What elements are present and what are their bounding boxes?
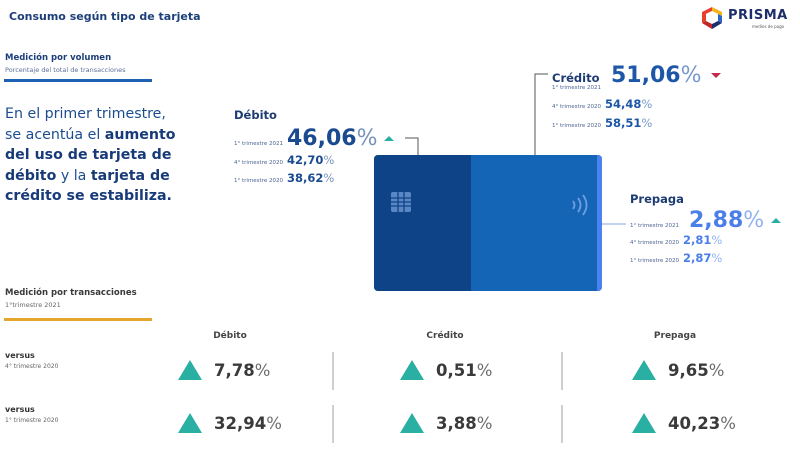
column-divider	[332, 352, 334, 390]
credito-row-q4-2020: 4° trimestre 2020 54,48%	[552, 97, 653, 111]
debito-vs-q4-cell: 7,78%	[178, 360, 270, 380]
transactions-section-title: Medición por transacciones	[5, 288, 137, 298]
volume-section-underline	[4, 79, 152, 82]
credito-vs-q1-cell: 3,88%	[400, 413, 492, 433]
column-header-credito: Crédito	[426, 331, 464, 341]
period-label: 1° trimestre 2020	[552, 123, 601, 129]
period-label: 1° trimestre 2021	[234, 141, 283, 147]
trend-up-icon	[400, 413, 424, 433]
trend-down-icon	[711, 73, 722, 78]
trend-up-icon	[384, 136, 395, 141]
period-label: 1° trimestre 2020	[630, 258, 679, 264]
trend-up-icon	[632, 413, 656, 433]
row-label-q4-2020: versus 4° trimestre 2020	[5, 351, 59, 370]
transactions-section-header: Medición por transacciones 1°trimestre 2…	[5, 288, 137, 309]
debito-vs-q1-cell: 32,94%	[178, 413, 282, 433]
prepaga-volume-block: Prepaga 1° trimestre 2021 2,88% 4° trime…	[630, 192, 782, 265]
prisma-logo: PRISMA medios de pago	[702, 6, 794, 32]
transactions-section-underline	[4, 318, 152, 321]
prepaga-row-q4-2020: 4° trimestre 2020 2,81%	[630, 233, 723, 247]
column-divider	[561, 352, 563, 390]
trend-up-icon	[178, 413, 202, 433]
row-label-q1-2020: versus 1° trimestre 2020	[5, 405, 59, 424]
card-prepaga-edge	[597, 155, 602, 291]
page-title: Consumo según tipo de tarjeta	[9, 10, 201, 23]
trend-up-icon	[771, 218, 782, 223]
lead-emphasis: tarjeta de	[90, 167, 170, 184]
debito-volume-block: Débito 1° trimestre 2021 46,06% 4° trime…	[234, 108, 395, 185]
lead-line-2: se acentúa el	[5, 126, 105, 143]
period-label: 4° trimestre 2020	[234, 160, 283, 166]
trend-up-icon	[178, 360, 202, 380]
period-label: 1° trimestre 2021	[630, 223, 679, 229]
credito-row-current: Crédito 1° trimestre 2021 51,06%	[552, 63, 722, 91]
debito-row-q1-2020: 1° trimestre 2020 38,62%	[234, 171, 335, 185]
logo-wordmark: PRISMA	[728, 8, 788, 23]
card-debito-section	[374, 155, 471, 291]
column-header-prepaga: Prepaga	[653, 331, 697, 341]
prepaga-title: Prepaga	[630, 192, 684, 206]
logo-tagline: medios de pago	[752, 24, 785, 29]
lead-emphasis: crédito se estabiliza.	[5, 188, 172, 204]
lead-emphasis: débito	[5, 167, 57, 184]
debito-row-q4-2020: 4° trimestre 2020 42,70%	[234, 153, 335, 167]
debito-current-value: 46,06%	[286, 126, 378, 151]
volume-section-header: Medición por volumen Porcentaje del tota…	[5, 53, 126, 74]
prepaga-vs-q1-cell: 40,23%	[632, 413, 736, 433]
credito-volume-block: Crédito 1° trimestre 2021 51,06% 4° trim…	[552, 63, 722, 130]
column-divider	[332, 405, 334, 443]
debito-title: Débito	[234, 108, 277, 122]
credito-row-q1-2020: 1° trimestre 2020 58,51%	[552, 116, 653, 130]
contactless-icon	[572, 194, 588, 216]
column-divider	[561, 405, 563, 443]
trend-up-icon	[400, 360, 424, 380]
prepaga-row-current: 1° trimestre 2021 2,88%	[630, 208, 782, 233]
chip-icon	[391, 192, 411, 212]
volume-section-title: Medición por volumen	[5, 53, 112, 63]
lead-emphasis: aumento	[104, 126, 176, 143]
period-label: 1° trimestre 2020	[234, 178, 283, 184]
lead-text: y la	[56, 167, 91, 184]
transactions-section-subtitle: 1°trimestre 2021	[5, 301, 61, 309]
card-illustration	[374, 155, 602, 291]
prepaga-vs-q4-cell: 9,65%	[632, 360, 724, 380]
period-label: 4° trimestre 2020	[630, 240, 679, 246]
prisma-logo-icon	[702, 7, 722, 29]
period-label: 1° trimestre 2021	[552, 85, 601, 91]
lead-emphasis: del uso de tarjeta de	[5, 147, 172, 163]
period-label: 4° trimestre 2020	[552, 104, 601, 110]
credito-vs-q4-cell: 0,51%	[400, 360, 492, 380]
lead-paragraph: En el primer trimestre, se acentúa el au…	[5, 104, 225, 207]
column-header-debito: Débito	[213, 331, 247, 341]
credito-title: Crédito	[552, 71, 600, 85]
trend-up-icon	[632, 360, 656, 380]
volume-section-subtitle: Porcentaje del total de transacciones	[5, 66, 126, 74]
prepaga-row-q1-2020: 1° trimestre 2020 2,87%	[630, 251, 723, 265]
lead-line-1: En el primer trimestre,	[5, 106, 166, 122]
debito-row-current: 1° trimestre 2021 46,06%	[234, 126, 395, 151]
